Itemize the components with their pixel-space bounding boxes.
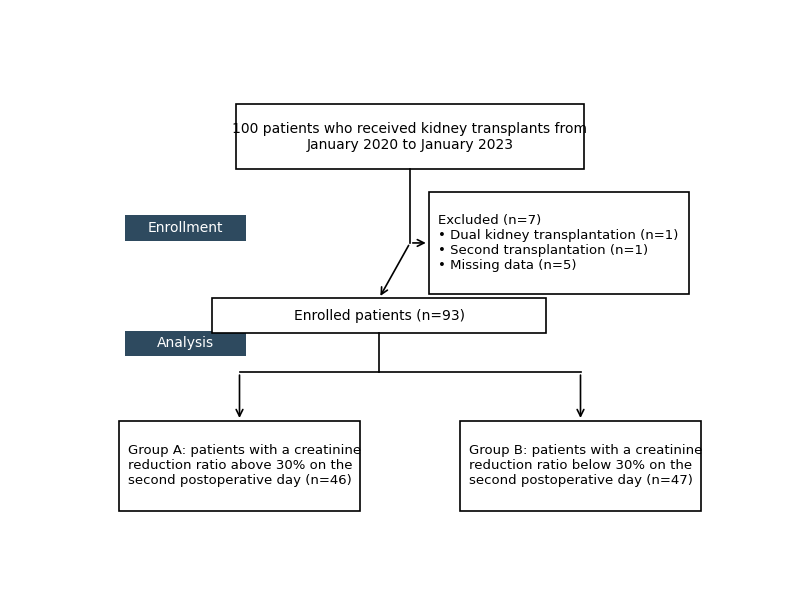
FancyBboxPatch shape	[429, 192, 689, 294]
Text: Analysis: Analysis	[157, 337, 214, 350]
Text: Group B: patients with a creatinine
reduction ratio below 30% on the
second post: Group B: patients with a creatinine redu…	[469, 445, 702, 487]
FancyBboxPatch shape	[237, 104, 584, 169]
FancyBboxPatch shape	[118, 421, 361, 511]
FancyBboxPatch shape	[211, 298, 546, 333]
FancyBboxPatch shape	[125, 215, 246, 241]
Text: Excluded (n=7)
• Dual kidney transplantation (n=1)
• Second transplantation (n=1: Excluded (n=7) • Dual kidney transplanta…	[438, 214, 678, 272]
Text: Enrollment: Enrollment	[147, 221, 223, 235]
FancyBboxPatch shape	[125, 331, 246, 356]
Text: Group A: patients with a creatinine
reduction ratio above 30% on the
second post: Group A: patients with a creatinine redu…	[128, 445, 361, 487]
Text: 100 patients who received kidney transplants from
January 2020 to January 2023: 100 patients who received kidney transpl…	[233, 122, 587, 152]
Text: Enrolled patients (n=93): Enrolled patients (n=93)	[294, 309, 465, 323]
FancyBboxPatch shape	[459, 421, 702, 511]
